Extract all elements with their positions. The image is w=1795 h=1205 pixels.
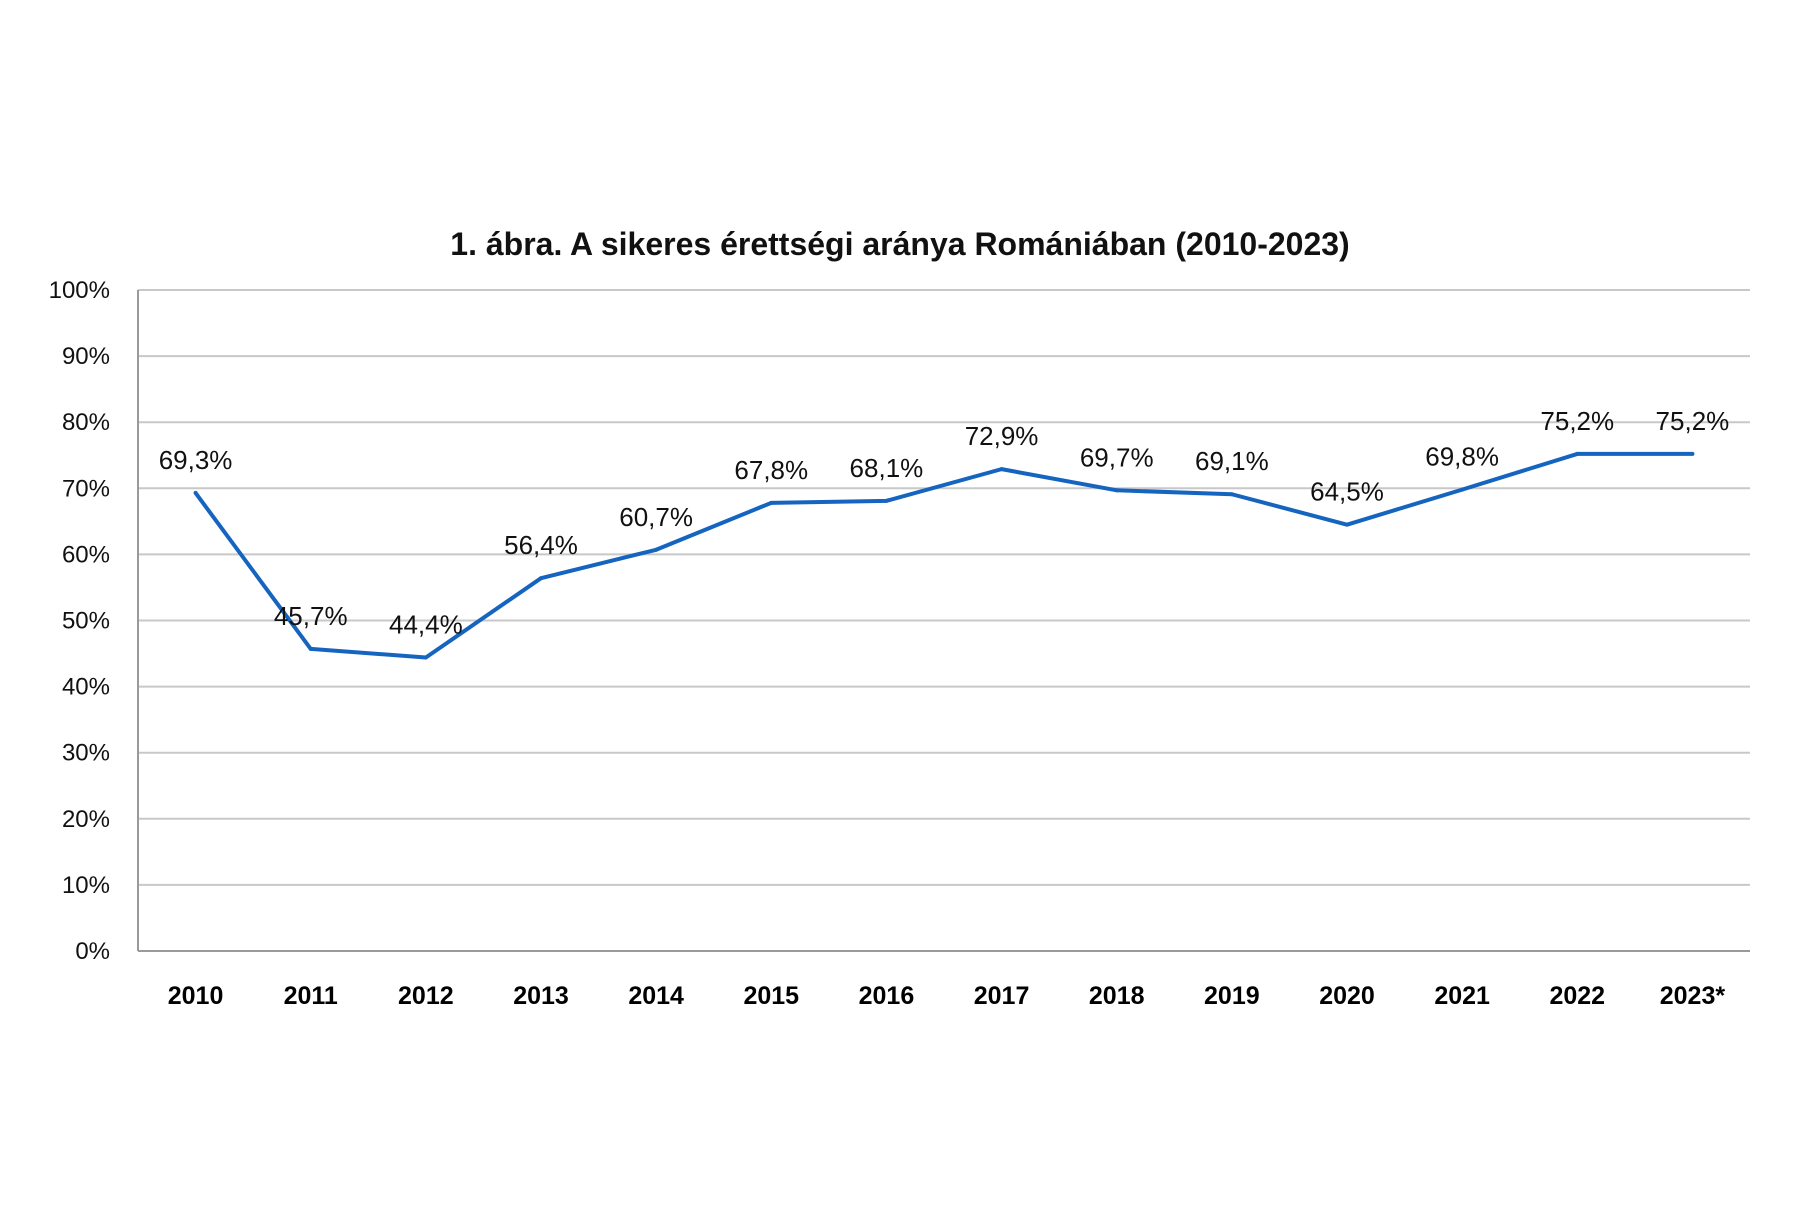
gridlines	[137, 289, 1750, 952]
x-tick-label: 2018	[1089, 982, 1145, 1010]
data-point	[1229, 492, 1234, 497]
data-point	[884, 498, 889, 503]
data-point	[1690, 451, 1695, 456]
x-axis-ticks: 2010 2011 2012 2013 2014 2015 2016 2017 2018 2019…	[168, 982, 1726, 1010]
data-label: 75,2%	[1540, 406, 1614, 436]
data-point	[769, 500, 774, 505]
x-tick-label: 2012	[398, 982, 454, 1010]
data-label: 69,3%	[159, 445, 233, 475]
data-point	[1460, 487, 1465, 492]
data-label: 69,1%	[1195, 446, 1269, 476]
y-tick-label: 40%	[62, 674, 110, 701]
y-tick-label: 90%	[62, 343, 110, 370]
data-label: 69,8%	[1425, 442, 1499, 472]
y-tick-label: 30%	[62, 740, 110, 767]
y-axis-ticks: 0% 10% 20% 30% 40% 50% 60% 70% 80% 90% 100%	[49, 277, 110, 965]
x-tick-label: 2017	[974, 982, 1030, 1010]
x-tick-label: 2023*	[1660, 982, 1726, 1010]
data-label: 64,5%	[1310, 477, 1384, 507]
data-point	[1345, 522, 1349, 527]
data-label: 67,8%	[734, 455, 808, 485]
data-point	[654, 547, 659, 552]
series-line-group	[193, 451, 1695, 660]
y-tick-label: 80%	[62, 409, 110, 436]
data-point	[423, 655, 428, 660]
x-tick-label: 2022	[1549, 982, 1605, 1010]
data-point	[193, 490, 198, 495]
series-line	[193, 451, 1693, 660]
data-labels: 69,3% 45,7% 44,4% 56,4% 60,7% 67,8% 68,1% 72,9%…	[159, 406, 1730, 640]
x-tick-label: 2021	[1434, 982, 1490, 1010]
data-label: 60,7%	[619, 502, 693, 532]
y-tick-label: 20%	[62, 806, 110, 833]
y-tick-label: 10%	[62, 872, 110, 899]
y-tick-label: 50%	[62, 608, 110, 635]
y-tick-label: 100%	[49, 277, 110, 304]
x-tick-label: 2013	[513, 982, 569, 1010]
data-label: 75,2%	[1656, 406, 1730, 436]
data-label: 45,7%	[274, 601, 348, 631]
y-tick-label: 70%	[62, 475, 110, 502]
x-tick-label: 2020	[1319, 982, 1375, 1010]
x-tick-label: 2010	[168, 982, 224, 1010]
data-label: 44,4%	[389, 610, 463, 640]
x-tick-label: 2016	[859, 982, 915, 1010]
y-tick-label: 60%	[62, 541, 110, 568]
x-tick-label: 2015	[743, 982, 799, 1010]
data-point	[1114, 488, 1119, 493]
x-tick-label: 2011	[284, 982, 338, 1010]
data-label: 68,1%	[850, 453, 924, 483]
data-label: 72,9%	[965, 421, 1039, 451]
data-point	[999, 467, 1004, 472]
x-tick-label: 2019	[1204, 982, 1260, 1010]
data-label: 69,7%	[1080, 442, 1154, 472]
data-point	[539, 576, 543, 581]
data-label: 56,4%	[504, 530, 578, 560]
x-tick-label: 2014	[628, 982, 684, 1010]
y-tick-label: 0%	[75, 938, 110, 965]
data-point	[308, 646, 313, 651]
data-point	[1575, 451, 1580, 456]
chart-title: 1. ábra. A sikeres érettségi aránya Romá…	[450, 226, 1349, 262]
